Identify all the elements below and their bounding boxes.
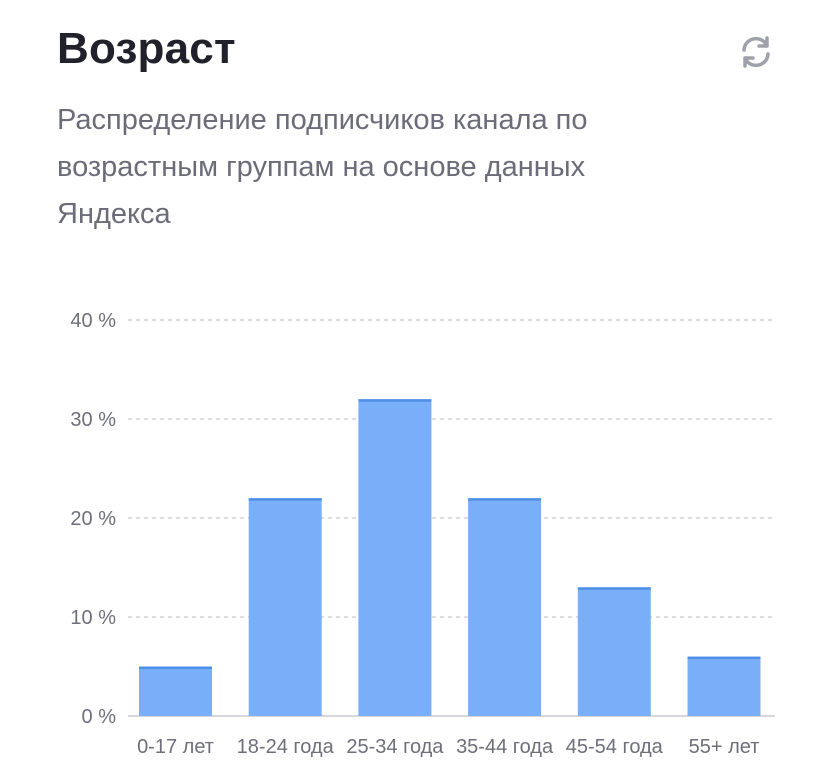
x-tick-label: 0-17 лет xyxy=(137,736,214,758)
x-tick-label: 55+ лет xyxy=(689,736,760,758)
x-tick-label: 18-24 года xyxy=(237,736,335,758)
bar-top-edge xyxy=(139,666,212,669)
bar-5[interactable] xyxy=(577,587,651,716)
y-tick-label: 40 % xyxy=(70,310,116,332)
bar-1[interactable] xyxy=(139,666,212,717)
y-tick-label: 0 % xyxy=(82,706,117,728)
bar-top-edge xyxy=(248,498,322,501)
bar-4[interactable] xyxy=(468,498,542,716)
bar-top-edge xyxy=(687,656,761,660)
y-tick-label: 30 % xyxy=(70,409,116,431)
y-tick-label: 10 % xyxy=(70,607,116,629)
bar-6[interactable] xyxy=(687,656,761,716)
y-tick-label: 20 % xyxy=(70,508,116,530)
x-tick-label: 25-34 года xyxy=(346,736,444,758)
refresh-icon[interactable] xyxy=(738,34,774,70)
bar-2[interactable] xyxy=(248,498,322,716)
card-title: Возраст xyxy=(57,24,236,73)
bar-top-edge xyxy=(468,498,542,501)
bar-3[interactable] xyxy=(358,399,432,716)
card-subtitle: Распределение подписчиков канала по возр… xyxy=(57,104,588,230)
x-tick-label: 45-54 года xyxy=(566,736,664,758)
bar-top-edge xyxy=(577,587,651,590)
bar-top-edge xyxy=(358,399,432,402)
x-tick-label: 35-44 года xyxy=(456,736,554,758)
